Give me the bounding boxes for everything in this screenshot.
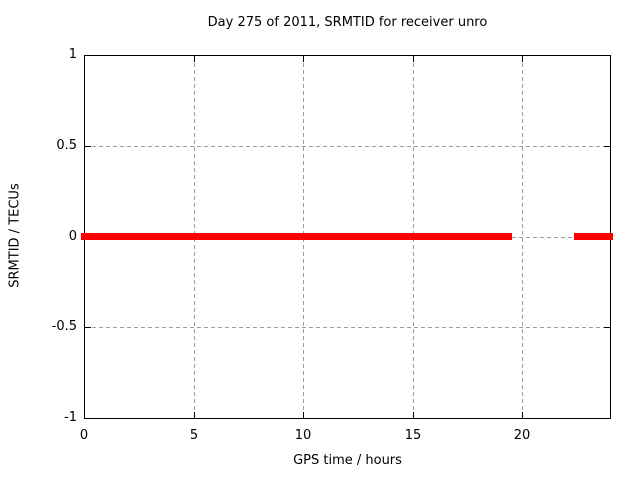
y-tick-mark-right (604, 327, 610, 328)
x-tick-mark (303, 412, 304, 418)
chart-title: Day 275 of 2011, SRMTID for receiver unr… (207, 15, 488, 30)
y-gridline (85, 146, 609, 147)
x-tick-label: 15 (404, 428, 422, 443)
y-tick-label: 1 (68, 47, 77, 62)
x-tick-mark-top (413, 56, 414, 62)
x-tick-mark (194, 412, 195, 418)
x-tick-mark-top (84, 56, 85, 62)
x-axis-label: GPS time / hours (293, 453, 402, 468)
y-gridline (85, 327, 609, 328)
y-tick-label: 0.5 (56, 138, 77, 153)
x-tick-label: 5 (189, 428, 199, 443)
x-tick-mark (84, 412, 85, 418)
y-tick-label: 0 (68, 229, 77, 244)
x-tick-label: 20 (513, 428, 531, 443)
data-segment (81, 233, 512, 240)
y-tick-mark-right (604, 146, 610, 147)
y-tick-mark (85, 327, 91, 328)
y-tick-label: -1 (64, 410, 77, 425)
y-tick-mark (85, 55, 91, 56)
x-tick-mark (413, 412, 414, 418)
y-axis-label: SRMTID / TECUs (7, 183, 23, 288)
y-tick-mark (85, 418, 91, 419)
x-tick-mark-top (522, 56, 523, 62)
y-tick-mark (85, 146, 91, 147)
x-tick-label: 0 (79, 428, 89, 443)
x-tick-mark (522, 412, 523, 418)
x-tick-label: 10 (294, 428, 312, 443)
data-segment (574, 233, 613, 240)
x-tick-mark-top (194, 56, 195, 62)
x-gridline (522, 56, 523, 417)
x-tick-mark-top (303, 56, 304, 62)
y-tick-mark-right (604, 418, 610, 419)
y-tick-label: -0.5 (51, 319, 77, 334)
y-tick-mark-right (604, 55, 610, 56)
